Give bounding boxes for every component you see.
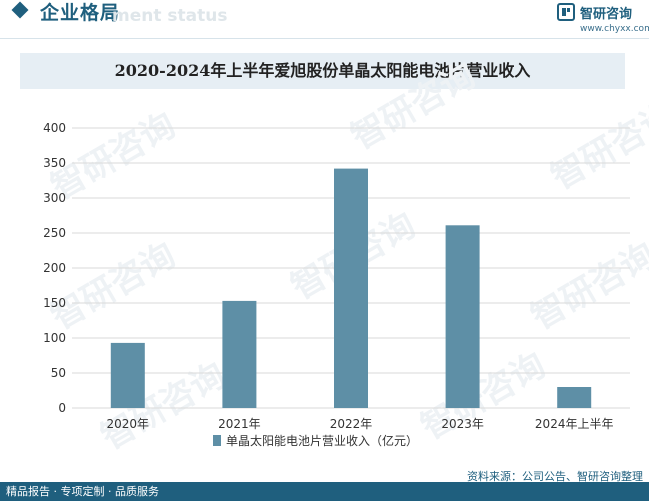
header-divider [0, 38, 649, 39]
y-tick-label: 350 [43, 156, 66, 170]
footer-band [0, 482, 649, 501]
x-axis-ticks: 2020年 2021年 2022年 2023年 2024年上半年 [107, 417, 614, 431]
section-title: 企业格局 [40, 2, 121, 24]
y-tick-label: 200 [43, 261, 66, 275]
y-tick-label: 150 [43, 296, 66, 310]
brand-logo-icon [557, 3, 575, 21]
page-header: 企业格局 ment status 智研咨询 www.chyxx.com [0, 0, 649, 36]
chart-title: 2020-2024年上半年爱旭股份单晶太阳能电池片营业收入 [114, 61, 531, 80]
y-tick-label: 50 [51, 366, 66, 380]
legend-swatch [213, 435, 221, 446]
y-tick-label: 100 [43, 331, 66, 345]
footer-tagline: 精品报告 · 专项定制 · 品质服务 [6, 485, 159, 498]
x-tick-label: 2021年 [218, 417, 261, 431]
watermark-text: 智研咨询 [345, 55, 483, 158]
x-tick-label: 2022年 [330, 417, 373, 431]
brand-url[interactable]: www.chyxx.com [580, 24, 649, 34]
x-tick-label: 2024年上半年 [535, 417, 614, 431]
bar [445, 225, 480, 408]
watermark-text: 智研咨询 [525, 235, 649, 338]
x-tick-label: 2020年 [107, 417, 150, 431]
bar [110, 342, 145, 408]
bar [334, 168, 368, 408]
bars [110, 168, 592, 408]
watermark-text: 智研咨询 [45, 235, 183, 338]
watermark-text: 智研咨询 [415, 345, 553, 448]
watermark-text: 智研咨询 [545, 95, 649, 198]
y-tick-label: 0 [58, 401, 66, 415]
chart-title-band: 2020-2024年上半年爱旭股份单晶太阳能电池片营业收入 [20, 53, 625, 89]
bar [557, 387, 592, 408]
source-note: 资料来源：公司公告、智研咨询整理 [467, 470, 643, 483]
y-tick-label: 400 [43, 121, 66, 135]
brand-name: 智研咨询 [580, 7, 633, 22]
legend-label: 单晶太阳能电池片营业收入（亿元） [226, 433, 418, 448]
y-tick-label: 300 [43, 191, 66, 205]
legend: 单晶太阳能电池片营业收入（亿元） [213, 433, 418, 448]
section-subtitle: ment status [112, 6, 228, 26]
bar [222, 300, 257, 408]
y-axis-ticks: 0 50 100 150 200 250 300 350 400 [43, 121, 66, 415]
x-tick-label: 2023年 [441, 417, 484, 431]
y-tick-label: 250 [43, 226, 66, 240]
